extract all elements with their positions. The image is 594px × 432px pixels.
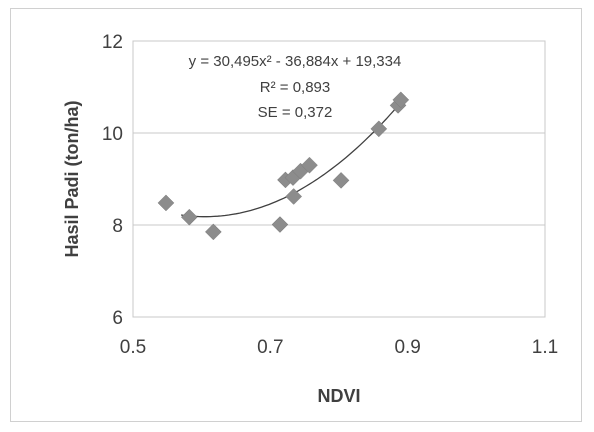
y-axis-title: Hasil Padi (ton/ha) xyxy=(62,100,82,257)
data-point-1 xyxy=(180,208,198,226)
x-tick-label: 0.5 xyxy=(120,337,146,358)
regression-equation: y = 30,495x² - 36,884x + 19,334 xyxy=(189,53,402,70)
data-point-2 xyxy=(204,223,222,241)
data-point-3 xyxy=(271,216,289,233)
y-tick-label: 6 xyxy=(112,308,123,329)
x-tick-label: 0.9 xyxy=(394,337,420,358)
y-tick-label: 10 xyxy=(102,124,123,145)
data-point-9 xyxy=(332,172,350,189)
plot-area xyxy=(132,40,546,318)
x-tick-label: 1.1 xyxy=(532,337,558,358)
data-points xyxy=(157,91,410,241)
y-tick-label: 8 xyxy=(112,216,123,237)
data-point-12 xyxy=(392,91,410,109)
chart-frame: 0.5 0.7 0.9 1.1 6 8 10 12 NDVI Hasil Padi (ton… xyxy=(10,8,582,422)
r-squared-label: R² = 0,893 xyxy=(260,79,330,96)
x-tick-labels: 0.5 0.7 0.9 1.1 xyxy=(120,337,558,358)
standard-error-label: SE = 0,372 xyxy=(258,104,333,121)
x-axis-title: NDVI xyxy=(317,386,360,406)
data-point-8 xyxy=(301,156,318,174)
x-tick-label: 0.7 xyxy=(257,337,283,358)
y-tick-label: 12 xyxy=(102,32,123,53)
data-point-0 xyxy=(157,194,175,212)
scatter-chart: 0.5 0.7 0.9 1.1 6 8 10 12 NDVI Hasil Padi (ton… xyxy=(62,32,558,406)
data-point-10 xyxy=(370,120,388,138)
y-tick-labels: 6 8 10 12 xyxy=(102,32,123,329)
data-point-6 xyxy=(285,188,303,205)
